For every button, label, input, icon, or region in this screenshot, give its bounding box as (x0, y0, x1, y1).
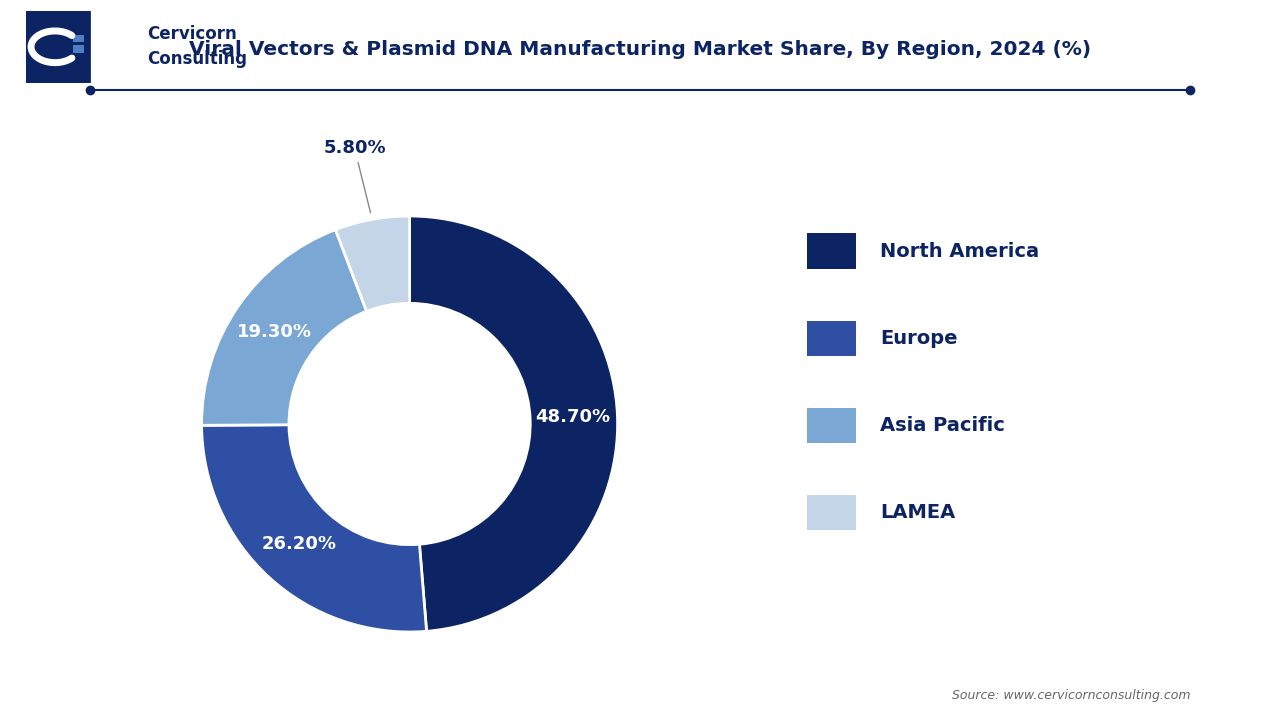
Bar (806, 233, 855, 269)
Text: Asia Pacific: Asia Pacific (879, 416, 1005, 435)
FancyBboxPatch shape (20, 7, 91, 86)
Wedge shape (410, 216, 617, 631)
Bar (806, 495, 855, 531)
Bar (73, 45, 84, 53)
Bar (806, 408, 855, 444)
Text: North America: North America (879, 242, 1039, 261)
Text: Source: www.cervicornconsulting.com: Source: www.cervicornconsulting.com (952, 689, 1190, 702)
Text: 19.30%: 19.30% (237, 323, 312, 341)
Text: Viral Vectors & Plasmid DNA Manufacturing Market Share, By Region, 2024 (%): Viral Vectors & Plasmid DNA Manufacturin… (189, 40, 1091, 58)
Text: 48.70%: 48.70% (535, 408, 611, 426)
Text: Cervicorn
Consulting: Cervicorn Consulting (147, 25, 247, 68)
Text: Europe: Europe (879, 329, 957, 348)
Text: 5.80%: 5.80% (324, 139, 385, 212)
Text: 26.20%: 26.20% (262, 536, 337, 554)
Wedge shape (202, 425, 426, 632)
Wedge shape (201, 230, 366, 426)
Bar (806, 320, 855, 356)
Text: LAMEA: LAMEA (879, 503, 955, 522)
Bar (73, 35, 84, 42)
Wedge shape (335, 216, 410, 311)
